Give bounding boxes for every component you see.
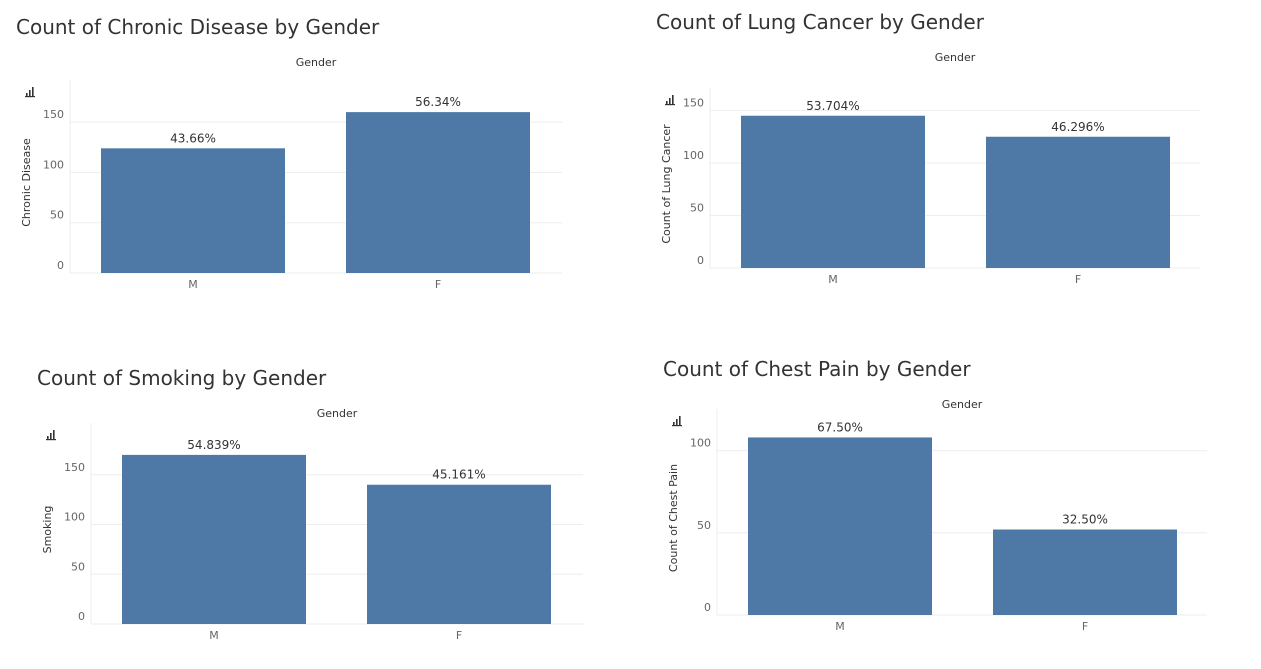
y-tick-label: 0	[697, 254, 704, 267]
bar-m[interactable]	[101, 148, 285, 273]
bar-m[interactable]	[741, 115, 925, 268]
data-label: 67.50%	[817, 420, 863, 434]
y-tick-label: 50	[50, 209, 64, 222]
chart-panel-lung-cancer: Count of Lung Cancer by Gender Gender 0 50…	[640, 0, 1240, 300]
data-label: 54.839%	[187, 438, 240, 452]
y-tick-label: 100	[43, 158, 64, 171]
y-axis-label: Count of Chest Pain	[667, 464, 680, 572]
sort-icon[interactable]	[46, 430, 56, 441]
category-label: M	[835, 620, 845, 633]
data-label: 56.34%	[415, 95, 461, 109]
chart-title: Count of Chronic Disease by Gender	[16, 15, 380, 39]
category-label: F	[1075, 273, 1081, 286]
category-label: M	[828, 273, 838, 286]
chart-title: Count of Smoking by Gender	[37, 366, 327, 390]
chart-panel-chronic-disease: Count of Chronic Disease by Gender Gende…	[0, 0, 600, 300]
y-axis-label: Count of Lung Cancer	[660, 124, 673, 244]
y-tick-label: 150	[683, 97, 704, 110]
y-tick-label: 0	[57, 259, 64, 272]
y-tick-label: 100	[64, 511, 85, 524]
bar-m[interactable]	[748, 437, 932, 615]
sort-icon[interactable]	[665, 95, 675, 106]
sort-icon[interactable]	[25, 87, 35, 98]
category-label: F	[435, 278, 441, 291]
y-tick-label: 0	[704, 601, 711, 614]
bar-f[interactable]	[346, 112, 530, 273]
bar-f[interactable]	[993, 529, 1177, 615]
bar-f[interactable]	[986, 136, 1170, 268]
column-header: Gender	[296, 56, 337, 69]
data-label: 45.161%	[432, 468, 485, 482]
column-header: Gender	[317, 407, 358, 420]
category-label: M	[209, 629, 219, 642]
chart-title: Count of Lung Cancer by Gender	[656, 10, 984, 34]
column-header: Gender	[942, 398, 983, 411]
y-tick-label: 150	[64, 461, 85, 474]
bar-f[interactable]	[367, 484, 551, 624]
category-label: M	[188, 278, 198, 291]
y-axis-label: Chronic Disease	[20, 138, 33, 227]
y-tick-label: 50	[71, 560, 85, 573]
y-axis-label: Smoking	[41, 506, 54, 554]
data-label: 43.66%	[170, 131, 216, 145]
bar-chart-chest-pain: Gender 0 50 100 Count of Chest Pain 67.50% M 32…	[667, 398, 1207, 633]
y-tick-label: 100	[690, 437, 711, 450]
column-header: Gender	[935, 51, 976, 64]
bar-chart-lung-cancer: Gender 0 50 100 150 Count of Lung Cancer 53.70…	[660, 51, 1200, 286]
category-label: F	[1082, 620, 1088, 633]
category-label: F	[456, 629, 462, 642]
data-label: 32.50%	[1062, 513, 1108, 527]
sort-icon[interactable]	[672, 416, 682, 427]
y-tick-label: 150	[43, 108, 64, 121]
y-tick-label: 50	[690, 202, 704, 215]
bar-m[interactable]	[122, 454, 306, 624]
y-tick-label: 0	[78, 610, 85, 623]
y-tick-label: 50	[697, 519, 711, 532]
chart-panel-chest-pain: Count of Chest Pain by Gender Gender 0 50 1…	[640, 353, 1240, 653]
bar-chart-smoking: Gender 0 50 100 150 Smoking 54.839% M 45.161% F	[41, 407, 583, 642]
bar-chart-chronic-disease: Gender 0 50 100 150 Chronic Disease 43.66% M 56.…	[20, 56, 562, 291]
y-tick-label: 100	[683, 149, 704, 162]
data-label: 53.704%	[806, 99, 859, 113]
chart-title: Count of Chest Pain by Gender	[663, 357, 971, 381]
data-label: 46.296%	[1051, 120, 1104, 134]
chart-panel-smoking: Count of Smoking by Gender Gender 0 50 100 1…	[0, 360, 600, 660]
